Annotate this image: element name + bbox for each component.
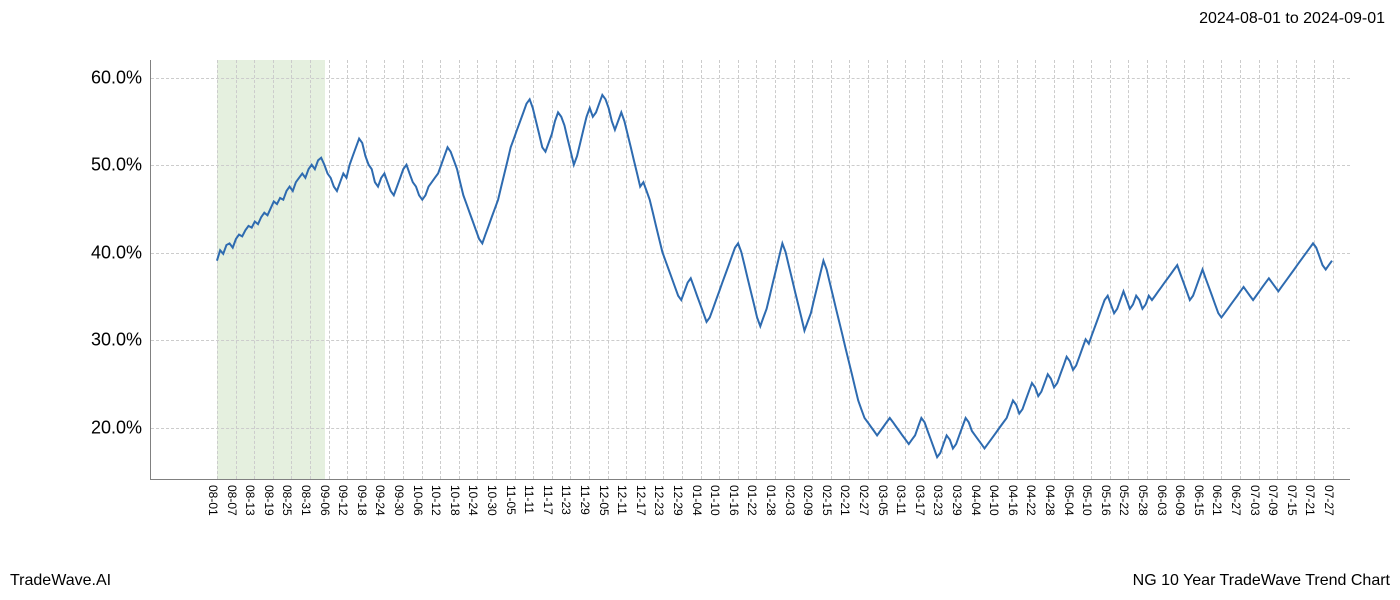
xtick-label: 09-06 <box>318 485 332 516</box>
plot-area <box>150 60 1350 480</box>
trend-line <box>217 95 1332 457</box>
ytick-label: 30.0% <box>91 330 142 351</box>
xtick-label: 08-01 <box>206 485 220 516</box>
xtick-label: 11-23 <box>559 485 573 515</box>
xtick-label: 02-21 <box>838 485 852 516</box>
xtick-label: 03-29 <box>950 485 964 516</box>
xtick-label: 01-22 <box>745 485 759 516</box>
xtick-label: 02-15 <box>820 485 834 516</box>
xtick-label: 07-27 <box>1322 485 1336 516</box>
xtick-label: 03-11 <box>894 485 908 515</box>
ytick-label: 60.0% <box>91 67 142 88</box>
xtick-label: 02-09 <box>801 485 815 516</box>
ytick-label: 50.0% <box>91 155 142 176</box>
xtick-label: 07-21 <box>1303 485 1317 516</box>
xtick-label: 08-31 <box>299 485 313 516</box>
xtick-label: 05-28 <box>1136 485 1150 516</box>
xtick-label: 06-21 <box>1210 485 1224 516</box>
xtick-label: 09-18 <box>355 485 369 516</box>
xtick-label: 06-09 <box>1173 485 1187 516</box>
xtick-label: 09-30 <box>392 485 406 516</box>
xtick-label: 08-13 <box>243 485 257 516</box>
xtick-label: 03-05 <box>876 485 890 516</box>
plot-svg <box>151 60 1350 479</box>
xtick-label: 09-12 <box>336 485 350 516</box>
ytick-label: 40.0% <box>91 242 142 263</box>
xtick-label: 01-10 <box>708 485 722 516</box>
xtick-label: 04-04 <box>969 485 983 516</box>
xtick-label: 12-11 <box>615 485 629 515</box>
ytick-label: 20.0% <box>91 417 142 438</box>
chart-container: 2024-08-01 to 2024-09-01 TradeWave.AI NG… <box>0 0 1400 600</box>
xtick-label: 09-24 <box>373 485 387 516</box>
xtick-label: 11-17 <box>541 485 555 515</box>
xtick-label: 05-16 <box>1099 485 1113 516</box>
xtick-label: 08-07 <box>225 485 239 516</box>
xtick-label: 08-19 <box>262 485 276 516</box>
xtick-label: 12-23 <box>652 485 666 516</box>
xtick-label: 06-03 <box>1155 485 1169 516</box>
xtick-label: 07-03 <box>1248 485 1262 516</box>
xtick-label: 11-29 <box>578 485 592 515</box>
xtick-label: 05-04 <box>1062 485 1076 516</box>
xtick-label: 01-28 <box>764 485 778 516</box>
xtick-label: 05-22 <box>1117 485 1131 516</box>
xtick-label: 11-11 <box>522 485 536 514</box>
xtick-label: 06-15 <box>1192 485 1206 516</box>
xtick-label: 01-04 <box>690 485 704 516</box>
xtick-label: 02-27 <box>857 485 871 516</box>
xtick-label: 04-28 <box>1043 485 1057 516</box>
xtick-label: 12-05 <box>597 485 611 516</box>
footer-brand: TradeWave.AI <box>10 572 111 590</box>
xtick-label: 04-10 <box>987 485 1001 516</box>
xtick-label: 11-05 <box>504 485 518 515</box>
xtick-label: 07-15 <box>1285 485 1299 516</box>
xtick-label: 03-23 <box>931 485 945 516</box>
xtick-label: 01-16 <box>727 485 741 516</box>
xtick-label: 02-03 <box>783 485 797 516</box>
xtick-label: 05-10 <box>1080 485 1094 516</box>
xtick-label: 10-30 <box>485 485 499 516</box>
xtick-label: 10-24 <box>466 485 480 516</box>
xtick-label: 07-09 <box>1266 485 1280 516</box>
xtick-label: 08-25 <box>280 485 294 516</box>
xtick-label: 10-06 <box>411 485 425 516</box>
xtick-label: 10-12 <box>429 485 443 516</box>
xtick-label: 04-22 <box>1024 485 1038 516</box>
xtick-label: 04-16 <box>1006 485 1020 516</box>
xtick-label: 06-27 <box>1229 485 1243 516</box>
date-range-label: 2024-08-01 to 2024-09-01 <box>1199 10 1385 28</box>
xtick-label: 10-18 <box>448 485 462 516</box>
xtick-label: 12-17 <box>634 485 648 516</box>
xtick-label: 12-29 <box>671 485 685 516</box>
xtick-label: 03-17 <box>913 485 927 516</box>
chart-title: NG 10 Year TradeWave Trend Chart <box>1133 572 1390 590</box>
